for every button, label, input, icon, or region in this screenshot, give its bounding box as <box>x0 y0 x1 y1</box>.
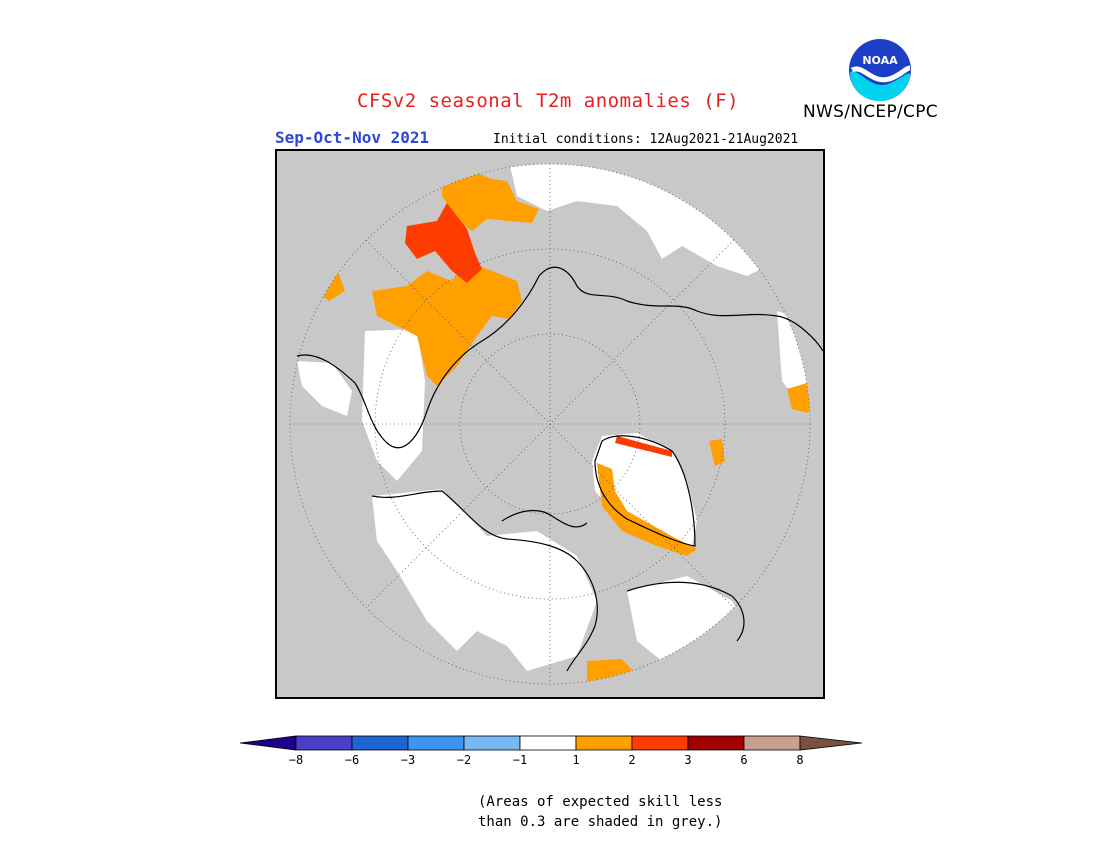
colorbar-tick-label: 8 <box>796 753 804 767</box>
colorbar-swatches <box>240 735 862 751</box>
colorbar-swatch <box>295 735 353 751</box>
anomaly-near-normal-east-asia <box>777 311 810 401</box>
skill-note-line2: than 0.3 are shaded in grey.) <box>478 814 723 830</box>
colorbar-swatch <box>687 735 745 751</box>
colorbar-swatch <box>519 735 577 751</box>
coastline-eurasia <box>296 266 823 449</box>
anomaly-near-normal-greenland <box>592 433 697 546</box>
anomaly-warm-greenland-edge <box>597 463 697 556</box>
noaa-logo: NOAA <box>849 39 911 102</box>
colorbar-tick-label: −1 <box>512 753 528 767</box>
coastline-north-america <box>371 490 598 672</box>
coastlines <box>296 266 823 672</box>
colorbar-swatch <box>575 735 633 751</box>
anomaly-warm-svalbard <box>709 439 725 466</box>
graticule-meridian <box>365 239 735 609</box>
colorbar <box>240 735 862 751</box>
colorbar-swatch <box>407 735 465 751</box>
graticule-lat-circle-inner <box>459 333 641 515</box>
season-label: Sep-Oct-Nov 2021 <box>275 128 430 147</box>
colorbar-tick-label: −2 <box>456 753 472 767</box>
anomaly-warm-west-pacific <box>442 169 539 231</box>
logo-bird <box>850 65 911 83</box>
anomaly-near-normal-siberia <box>627 576 747 676</box>
colorbar-tick-label: −6 <box>344 753 360 767</box>
colorbar-arrow-left <box>240 735 297 751</box>
anomaly-near-normal-canada <box>372 489 597 671</box>
coastline-alaska <box>626 581 745 642</box>
colorbar-swatch <box>351 735 409 751</box>
anomaly-near-normal-north-atlantic <box>297 361 352 416</box>
colorbar-tick-label: 1 <box>572 753 580 767</box>
colorbar-tick-label: 6 <box>740 753 748 767</box>
coastline-greenland <box>594 435 696 547</box>
initial-conditions-label: Initial conditions: 12Aug2021-21Aug2021 <box>493 132 799 147</box>
colorbar-tick-label: −3 <box>400 753 416 767</box>
polar-map <box>277 151 823 697</box>
colorbar-swatch <box>463 735 521 751</box>
graticule <box>289 163 811 685</box>
logo-text: NOAA <box>862 54 898 67</box>
colorbar-tick-label: 3 <box>684 753 692 767</box>
agency-label: NWS/NCEP/CPC <box>803 102 938 122</box>
colorbar-tick-label: 2 <box>628 753 636 767</box>
map-panel <box>275 149 825 699</box>
page-title: CFSv2 seasonal T2m anomalies (F) <box>356 90 740 112</box>
colorbar-arrow-right <box>799 735 862 751</box>
anomaly-hot-east-asia <box>405 203 482 283</box>
skill-note: (Areas of expected skill less than 0.3 a… <box>478 792 722 832</box>
colorbar-swatch <box>631 735 689 751</box>
anomaly-warm-east-asia <box>372 261 522 386</box>
coastline-canadian-archipelago <box>501 509 588 528</box>
logo-wave <box>850 71 910 102</box>
anomaly-hot-greenland-coast <box>615 436 672 457</box>
skill-note-line1: (Areas of expected skill less <box>478 794 723 810</box>
colorbar-tick-label: −8 <box>288 753 304 767</box>
colorbar-swatch <box>743 735 801 751</box>
